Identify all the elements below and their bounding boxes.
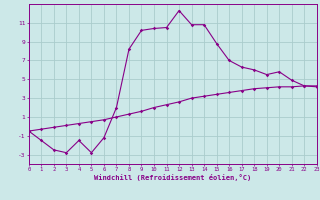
X-axis label: Windchill (Refroidissement éolien,°C): Windchill (Refroidissement éolien,°C) — [94, 174, 252, 181]
